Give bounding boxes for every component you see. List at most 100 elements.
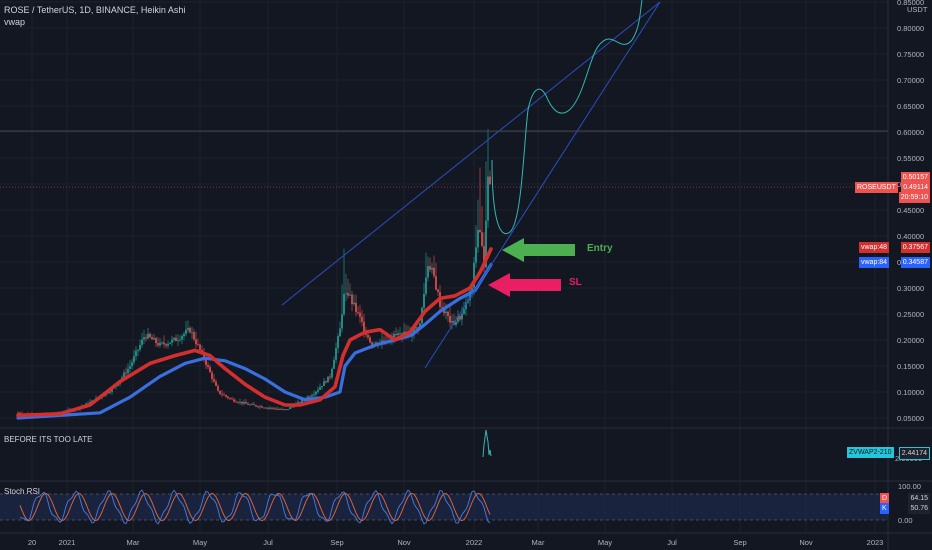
candle-body [189,327,191,333]
candle-body [273,407,275,409]
time-tick-label: 2022 [466,538,483,547]
candle-body [253,404,255,406]
candle-body [125,372,127,374]
time-axis[interactable]: 20 2021 Mar May Jul Sep Nov 2022 Mar May Jul Sep Nov… [28,538,884,547]
candle-body [333,359,335,369]
price-tick-label: 0.60000 [897,128,924,137]
stoch-band [0,494,888,520]
candle-body [193,332,195,340]
candle-body [219,390,221,394]
candle-body [261,406,263,408]
candle-body [177,340,179,342]
candle-body [395,333,397,336]
candle-body [247,403,249,405]
price-tick-label: 0.05000 [897,414,924,423]
candle-body [293,406,295,408]
projection-path [491,0,643,235]
candle-body [241,401,243,404]
candle-body [139,344,141,350]
candle-body [233,399,235,402]
candle-body [323,381,325,387]
candle-body [319,387,321,390]
time-tick-label: 2021 [59,538,76,547]
symbol-title[interactable]: ROSE / TetherUS, 1D, BINANCE, Heikin Ash… [4,5,186,15]
candle-body [299,402,301,404]
time-tick-label: Sep [330,538,343,547]
candle-body [481,232,483,246]
candle-body [17,412,19,414]
candle-body [291,406,293,408]
panel3-title[interactable]: Stoch RSI [4,487,41,496]
time-tick-label: 20 [28,538,36,547]
stoch-d-line [19,492,491,522]
candle-body [351,294,353,305]
time-tick-label: May [193,538,207,547]
entry-label: Entry [587,243,613,254]
candle-body [203,352,205,360]
candle-body [397,333,399,336]
candle-body [357,312,359,313]
price-tick-label: 0.80000 [897,24,924,33]
candle-body [133,356,135,363]
candle-body [361,316,363,322]
candle-body [149,333,151,338]
candle-body [473,262,475,288]
candle-body [429,266,431,270]
last-price-tag: 0.49114 [901,182,930,193]
price-tick-label: 0.10000 [897,388,924,397]
candle-body [151,337,153,340]
candle-body [451,321,453,323]
candle-body [135,350,137,357]
candle-body [341,314,343,329]
time-tick-label: Nov [799,538,813,547]
panel2-title[interactable]: BEFORE ITS TOO LATE [4,435,93,444]
candle-body [163,342,165,345]
candle-body [129,366,131,369]
candle-body [399,333,401,335]
zvwap-line [482,429,492,458]
candle-body [267,407,269,409]
candle-body [345,293,347,294]
candle-body [153,338,155,340]
candle-body [263,407,265,409]
candle-body [469,290,471,301]
candle-body [315,391,317,395]
candle-body [457,316,459,322]
stoch-k-name-tag: K [880,503,889,514]
time-tick-label: 2023 [867,538,884,547]
sl-label: SL [569,277,582,288]
price-tick-label: 0.25000 [897,310,924,319]
candle-body [327,376,329,383]
zvwap-value-tag: 2.44174 [898,447,930,460]
candle-body [309,396,311,398]
candle-body [197,344,199,345]
candle-body [157,343,159,346]
candle-body [237,402,239,404]
candle-body [211,372,213,380]
panel3-axis-tick-0: 0.00 [898,516,913,525]
lower-trendline[interactable] [424,1,661,369]
candle-body [225,395,227,397]
candle-body [229,398,231,399]
candle-body [359,312,361,317]
time-tick-label: Jul [263,538,273,547]
vwap84-name-tag: vwap:84 [859,257,890,268]
candle-body [155,338,157,344]
candle-body [369,337,371,343]
candle-body [181,336,183,340]
indicator-vwap-label[interactable]: vwap [4,17,26,27]
candle-body [311,395,313,397]
candle-body [393,333,395,340]
price-tick-label: 0.70000 [897,76,924,85]
upper-trendline[interactable] [281,1,661,306]
candle-body [489,176,491,185]
candle-body [485,220,487,268]
candle-body [257,406,259,408]
time-tick-label: Sep [733,538,746,547]
zvwap-name-tag: ZVWAP2-210 [847,447,894,458]
candle-body [169,342,171,344]
candle-body [249,404,251,406]
candle-body [455,321,457,325]
candle-body [221,393,223,395]
